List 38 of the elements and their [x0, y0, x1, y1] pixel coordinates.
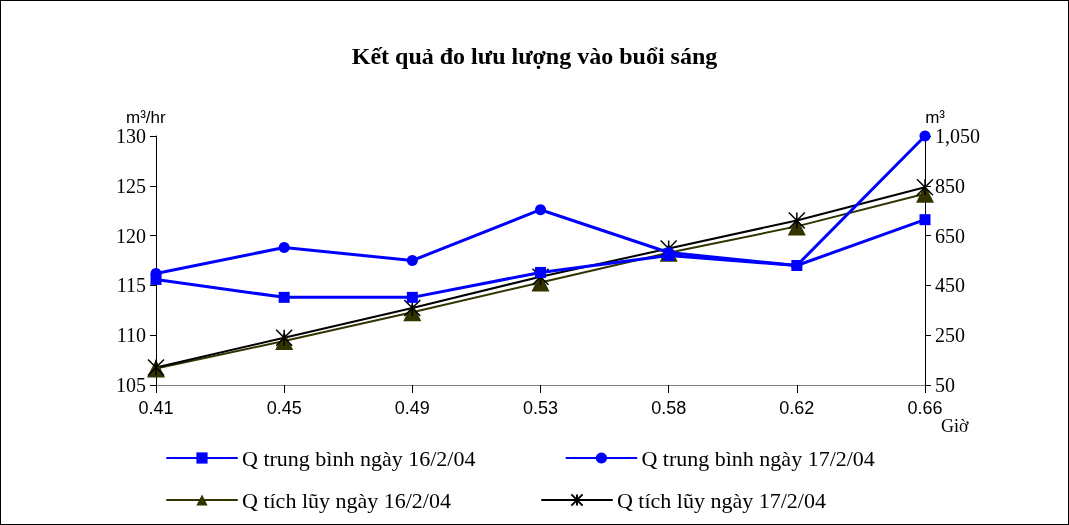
- point: [788, 211, 806, 230]
- legend-label: Q trung bình ngày 17/2/04: [641, 445, 875, 471]
- y2-tick-label: 850: [935, 174, 965, 197]
- y2-tick-label: 250: [935, 324, 965, 347]
- y-tick-label: 120: [116, 224, 146, 247]
- point: [406, 291, 418, 303]
- y2-tick-label: 1,050: [935, 125, 980, 147]
- chart-title: Kết quả đo lưu lượng vào buổi sáng: [351, 43, 718, 69]
- x-axis-title: Giờ: [941, 416, 969, 436]
- y2-tick-label: 450: [935, 274, 965, 297]
- point: [919, 214, 931, 226]
- point: [535, 204, 546, 216]
- x-tick-label: 0.58: [651, 398, 687, 418]
- point: [403, 299, 422, 317]
- y2-axis-title: m³: [925, 108, 946, 128]
- y-tick-label: 130: [116, 125, 146, 147]
- legend-label: Q tích lũy ngày 16/2/04: [242, 487, 451, 513]
- y-axis-title: m³/hr: [126, 108, 166, 128]
- x-tick-label: 0.45: [266, 398, 302, 418]
- y2-tick-label: 650: [935, 224, 965, 247]
- y-tick-label: 115: [116, 274, 146, 297]
- y-tick-label: 125: [116, 174, 146, 197]
- x-tick-label: 0.62: [779, 398, 815, 418]
- y2-tick-label: 50: [935, 374, 955, 396]
- x-tick-label: 0.49: [394, 398, 430, 418]
- legend-label: Q tích lũy ngày 17/2/04: [616, 487, 826, 513]
- x-tick-label: 0.66: [907, 398, 943, 418]
- point: [278, 242, 290, 254]
- point: [406, 255, 418, 266]
- legend-label: Q trung bình ngày 16/2/04: [242, 445, 476, 471]
- x-tick-label: 0.53: [522, 398, 559, 418]
- x-tick-label: 0.41: [138, 398, 174, 418]
- point: [535, 266, 546, 278]
- y-tick-label: 110: [116, 324, 146, 347]
- point: [278, 291, 290, 303]
- point: [919, 130, 931, 142]
- y-tick-label: 105: [116, 374, 146, 396]
- point: [916, 178, 934, 197]
